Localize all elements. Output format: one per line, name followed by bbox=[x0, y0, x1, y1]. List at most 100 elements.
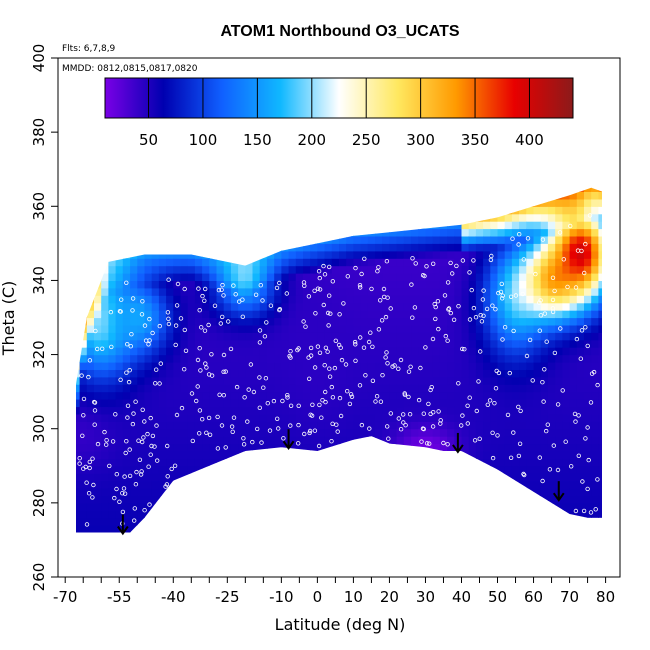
heatmap-cell bbox=[526, 502, 535, 511]
heatmap-cell bbox=[86, 473, 95, 482]
heatmap-cell bbox=[346, 206, 354, 215]
measurement-point bbox=[131, 518, 137, 523]
heatmap-cell bbox=[360, 250, 369, 259]
heatmap-cell bbox=[418, 310, 427, 319]
heatmap-cell bbox=[490, 191, 499, 200]
heatmap-cell bbox=[94, 421, 102, 430]
heatmap-cell bbox=[180, 495, 189, 504]
heatmap-cell bbox=[389, 480, 398, 489]
heatmap-cell bbox=[439, 206, 448, 215]
heatmap-cell bbox=[403, 250, 412, 259]
measurement-point bbox=[533, 271, 538, 277]
heatmap-cell bbox=[295, 339, 304, 348]
heatmap-cell bbox=[526, 480, 535, 489]
heatmap-cell bbox=[137, 517, 146, 526]
heatmap-cell bbox=[339, 191, 347, 200]
heatmap-cell bbox=[202, 310, 210, 319]
heatmap-cell bbox=[576, 187, 585, 192]
heatmap-cell bbox=[259, 228, 268, 237]
measurement-point bbox=[173, 323, 179, 328]
heatmap-cell bbox=[137, 228, 146, 237]
heatmap-cell bbox=[324, 399, 333, 408]
heatmap-cell bbox=[375, 384, 383, 393]
heatmap-cell bbox=[576, 510, 585, 519]
heatmap-cell bbox=[180, 228, 189, 237]
colorbar: 50 100 150 200 250 300 350 400 bbox=[104, 77, 574, 149]
heatmap-cell bbox=[526, 376, 535, 385]
heatmap-cell bbox=[382, 465, 390, 474]
heatmap-cell bbox=[238, 465, 246, 474]
heatmap-cell bbox=[447, 235, 455, 244]
measurement-point bbox=[490, 455, 496, 461]
heatmap-cell bbox=[418, 473, 427, 482]
heatmap-cell bbox=[202, 317, 210, 326]
measurement-point bbox=[542, 311, 548, 316]
heatmap-cell bbox=[303, 428, 311, 437]
heatmap-cell bbox=[266, 295, 275, 304]
heatmap-cell bbox=[425, 532, 434, 533]
heatmap-cell bbox=[418, 465, 427, 474]
heatmap-cell bbox=[540, 347, 549, 356]
heatmap-cell bbox=[274, 406, 282, 415]
heatmap-cell bbox=[173, 347, 182, 356]
heatmap-cell bbox=[490, 413, 499, 422]
heatmap-cell bbox=[562, 265, 571, 274]
heatmap-cell bbox=[86, 376, 95, 385]
heatmap-cell bbox=[504, 221, 513, 230]
heatmap-cell bbox=[130, 332, 138, 341]
heatmap-cell bbox=[303, 339, 311, 348]
heatmap-cell bbox=[461, 473, 470, 482]
heatmap-cell bbox=[324, 362, 333, 370]
heatmap-cell bbox=[598, 406, 602, 415]
heatmap-cell bbox=[360, 517, 369, 526]
heatmap-cell bbox=[324, 324, 333, 333]
heatmap-cell bbox=[144, 473, 153, 482]
heatmap-cell bbox=[331, 347, 340, 356]
heatmap-cell bbox=[266, 228, 275, 237]
heatmap-cell bbox=[396, 191, 405, 200]
heatmap-cell bbox=[447, 473, 455, 482]
heatmap-cell bbox=[497, 391, 506, 400]
heatmap-cell bbox=[447, 221, 455, 230]
heatmap-cell bbox=[547, 221, 556, 230]
measurement-point bbox=[561, 257, 566, 262]
heatmap-cell bbox=[166, 488, 174, 496]
heatmap-cell bbox=[122, 532, 131, 533]
heatmap-cell bbox=[526, 310, 535, 319]
measurement-point bbox=[152, 444, 157, 449]
heatmap-cell bbox=[137, 243, 146, 252]
heatmap-cell bbox=[230, 228, 239, 237]
heatmap-cell bbox=[389, 465, 398, 474]
heatmap-cell bbox=[94, 443, 102, 452]
measurement-point bbox=[412, 305, 418, 310]
heatmap-cell bbox=[367, 502, 376, 511]
heatmap-cell bbox=[403, 191, 412, 200]
heatmap-cell bbox=[223, 406, 232, 415]
heatmap-cell bbox=[389, 428, 398, 437]
heatmap-cell bbox=[252, 517, 261, 526]
heatmap-cell bbox=[173, 206, 182, 215]
heatmap-cell bbox=[122, 376, 131, 385]
heatmap-cell bbox=[331, 213, 340, 222]
heatmap-cell bbox=[209, 391, 218, 400]
heatmap-cell bbox=[504, 287, 513, 296]
measurement-point bbox=[537, 328, 542, 333]
heatmap-cell bbox=[115, 391, 124, 400]
heatmap-cell bbox=[490, 273, 499, 281]
heatmap-cell bbox=[86, 228, 95, 237]
heatmap-cell bbox=[411, 488, 419, 496]
x-tick-label: 50 bbox=[488, 588, 507, 606]
heatmap-cell bbox=[238, 376, 246, 385]
heatmap-cell bbox=[468, 206, 477, 215]
measurement-point bbox=[388, 306, 393, 311]
heatmap-cell bbox=[266, 376, 275, 385]
heatmap-cell bbox=[511, 332, 520, 341]
heatmap-cell bbox=[76, 525, 81, 533]
heatmap-cell bbox=[396, 287, 405, 296]
measurement-point bbox=[353, 342, 358, 347]
heatmap-cell bbox=[151, 532, 160, 533]
heatmap-cell bbox=[94, 198, 102, 207]
heatmap-cell bbox=[468, 250, 477, 259]
heatmap-cell bbox=[490, 421, 499, 430]
heatmap-cell bbox=[108, 228, 117, 237]
